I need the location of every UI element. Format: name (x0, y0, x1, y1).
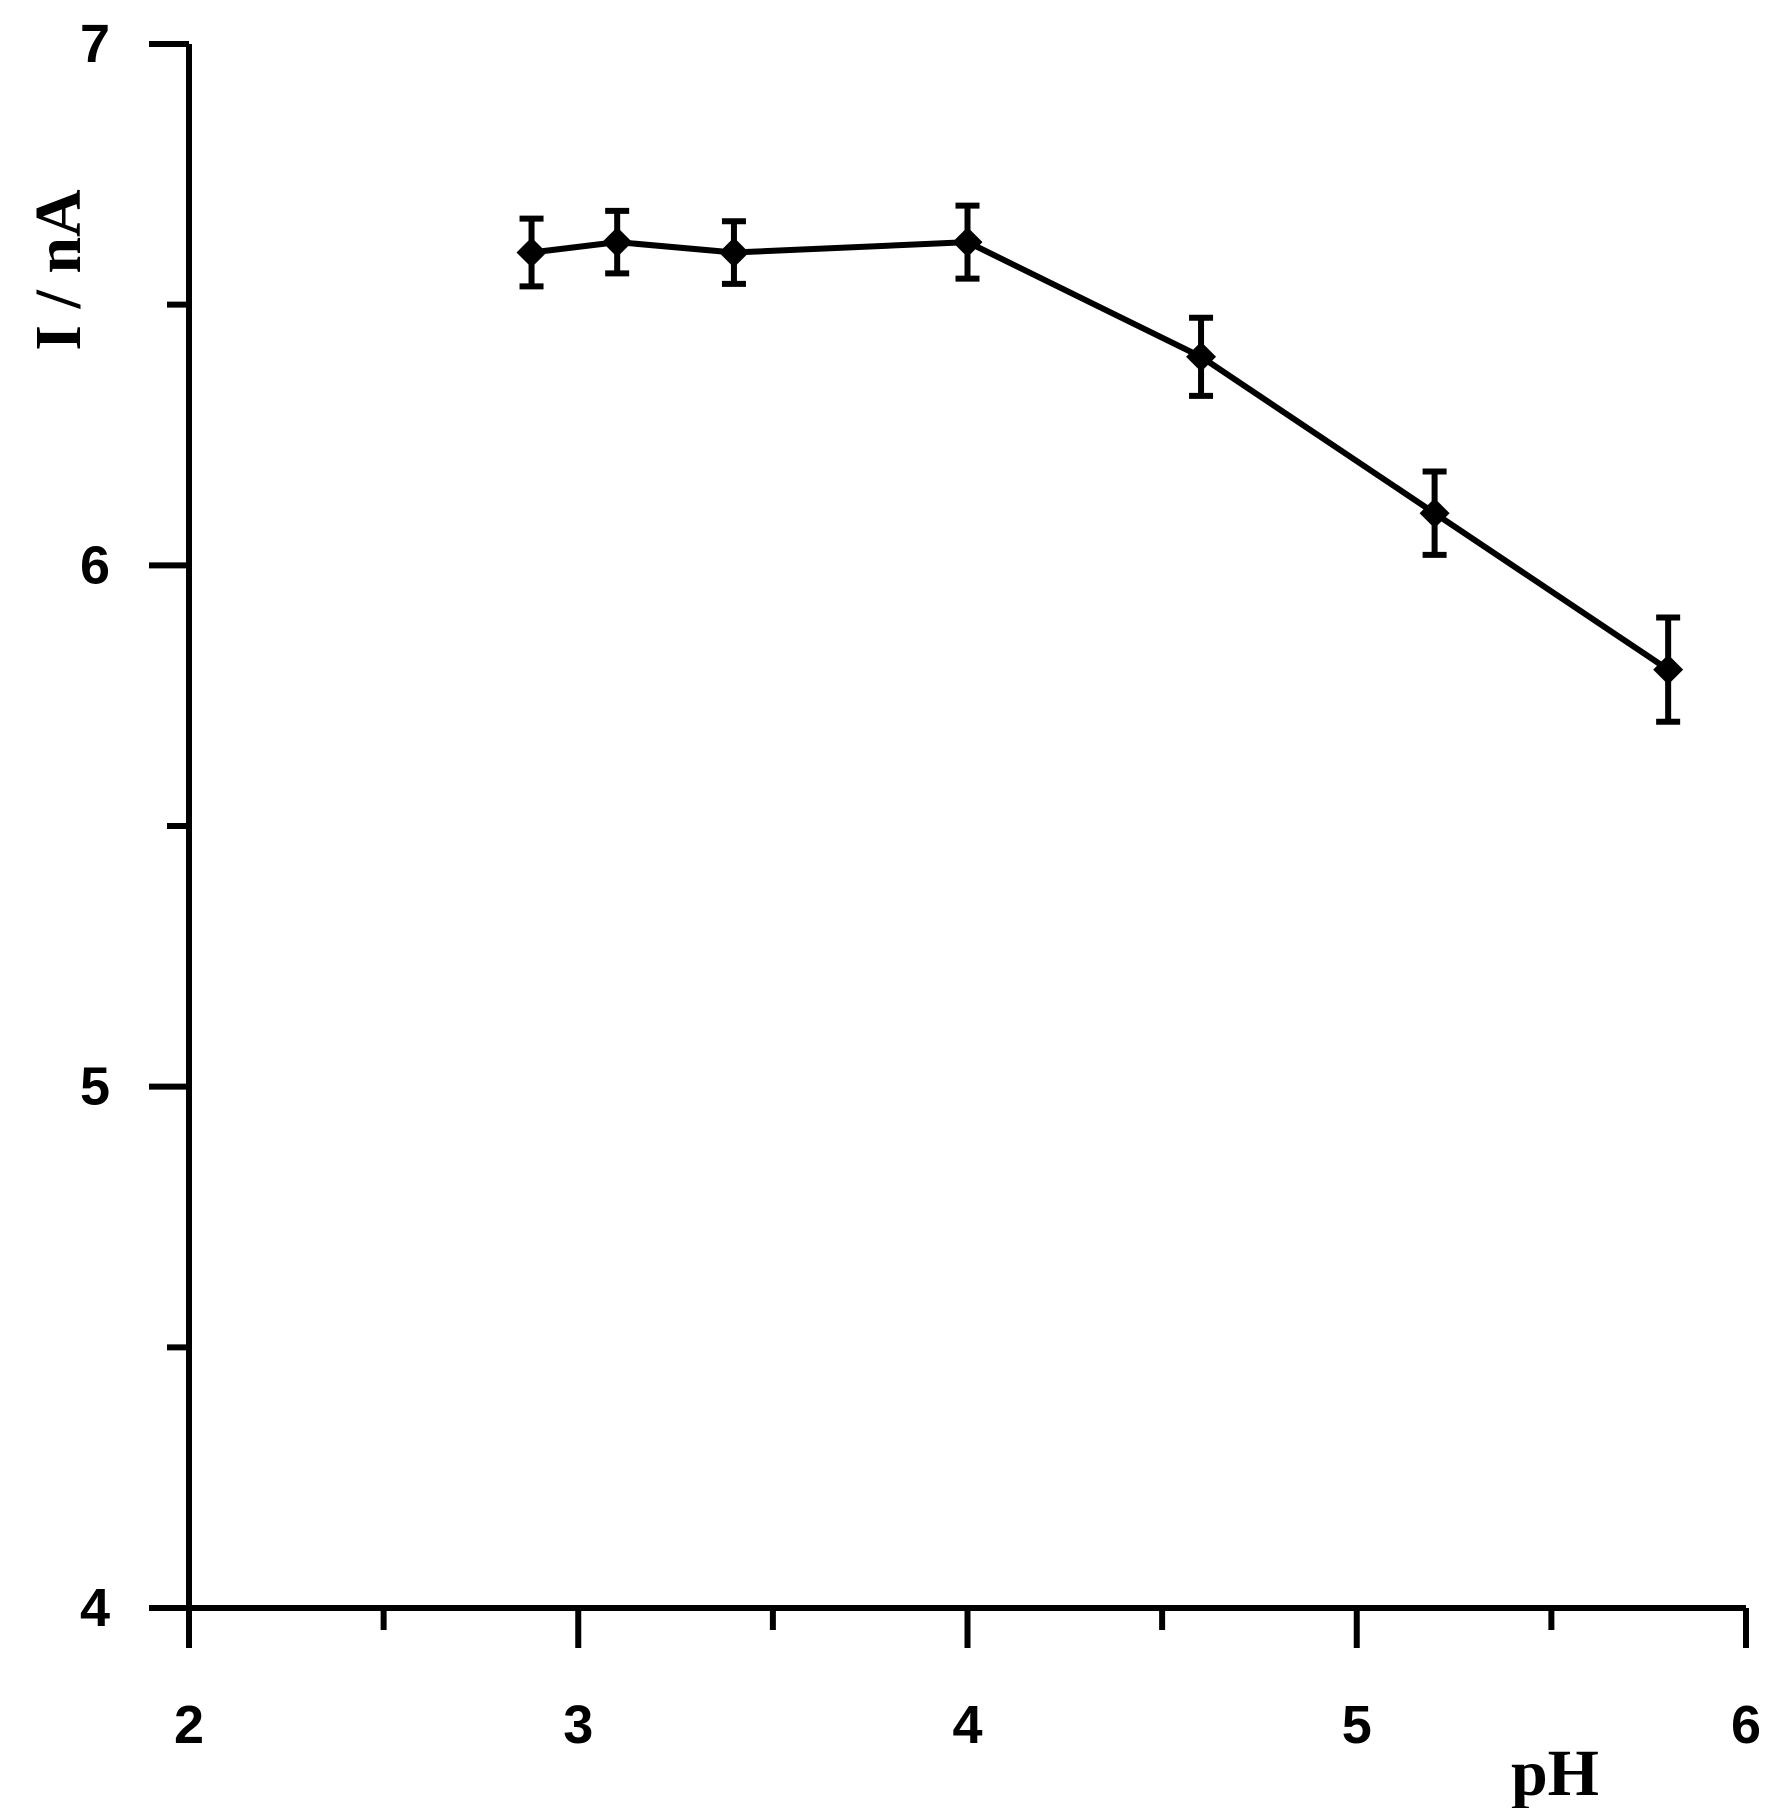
data-point-marker (718, 237, 749, 268)
x-tick-label: 6 (1731, 1695, 1761, 1755)
data-point-group (718, 218, 749, 287)
y-axis-title: I / nA (22, 189, 95, 351)
data-point-group (516, 215, 547, 290)
x-tick-label: 4 (952, 1695, 982, 1755)
data-point-marker (602, 227, 633, 258)
x-tick-label: 2 (174, 1695, 204, 1755)
data-point-group (602, 207, 633, 277)
data-point-marker (516, 237, 547, 268)
y-tick-label: 4 (80, 1578, 110, 1638)
x-tick-label: 3 (563, 1695, 593, 1755)
data-point-group (1186, 314, 1217, 399)
data-point-marker (952, 227, 983, 258)
data-point-group (1653, 614, 1684, 725)
y-tick-label: 7 (80, 14, 110, 74)
data-point-group (1419, 468, 1450, 558)
data-point-group (952, 202, 983, 282)
y-tick-label: 6 (80, 535, 110, 595)
data-point-marker (1653, 654, 1684, 685)
data-point-marker (1419, 498, 1450, 529)
y-tick-label: 5 (80, 1057, 110, 1117)
axes: 4 5 6 7 2 3 4 5 6 (80, 14, 1761, 1755)
x-axis-title: pH (1511, 1737, 1599, 1808)
x-tick-label: 5 (1342, 1695, 1372, 1755)
data-point-marker (1186, 341, 1217, 372)
series-line (531, 239, 1670, 673)
plot-area (516, 202, 1684, 725)
